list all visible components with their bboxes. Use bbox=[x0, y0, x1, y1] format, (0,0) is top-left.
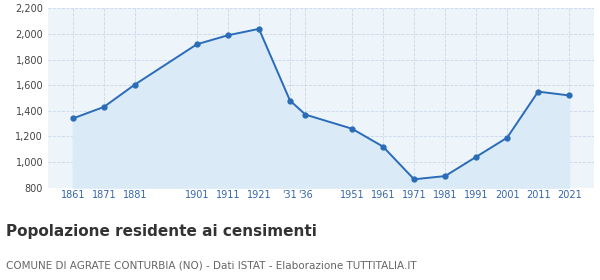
Text: COMUNE DI AGRATE CONTURBIA (NO) - Dati ISTAT - Elaborazione TUTTITALIA.IT: COMUNE DI AGRATE CONTURBIA (NO) - Dati I… bbox=[6, 260, 416, 270]
Text: Popolazione residente ai censimenti: Popolazione residente ai censimenti bbox=[6, 224, 317, 239]
